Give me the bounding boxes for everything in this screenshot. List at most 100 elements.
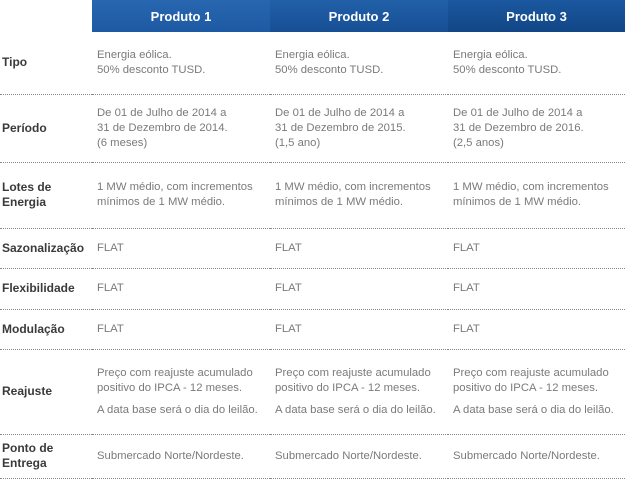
text-line: 50% desconto TUSD. — [453, 63, 562, 76]
text-line: Energia eólica. — [275, 48, 350, 61]
text-line: 1 MW médio, com incrementos — [275, 181, 431, 193]
column-header: Produto 3 — [448, 0, 625, 32]
paragraph: FLAT — [453, 322, 625, 337]
text-line: Ponto de — [2, 441, 54, 455]
table-row: Lotes de Energia 1 MW médio, com increment… — [0, 162, 625, 229]
cell: 1 MW médio, com incrementos mínimos de 1 … — [448, 162, 625, 229]
text-line: FLAT — [453, 282, 480, 294]
text-line: 31 de Dezembro de 2014. — [97, 121, 228, 134]
cell: De 01 de Julho de 2014 a 31 de Dezembro d… — [448, 94, 625, 163]
cell: Energia eólica. 50% desconto TUSD. — [448, 32, 625, 95]
paragraph: FLAT — [97, 281, 270, 296]
text-line: Preço com reajuste acumulado — [453, 366, 609, 379]
text-line: Submercado Norte/Nordeste. — [97, 449, 244, 462]
paragraph: Preço com reajuste acumulado positivo do … — [275, 366, 448, 396]
cell: FLAT — [448, 268, 625, 310]
paragraph: Submercado Norte/Nordeste. — [453, 449, 625, 464]
cell: FLAT — [270, 309, 448, 350]
cell: Submercado Norte/Nordeste. — [270, 434, 448, 479]
table-row: Modulação FLAT FLAT FLAT — [0, 309, 625, 350]
cell: FLAT — [270, 228, 448, 269]
paragraph: FLAT — [275, 241, 448, 256]
text-line: FLAT — [97, 322, 124, 335]
paragraph: Submercado Norte/Nordeste. — [97, 449, 270, 464]
text-line: FLAT — [275, 322, 302, 335]
cell: FLAT — [92, 309, 270, 350]
table-row: Reajuste Preço com reajuste acumulado posi… — [0, 349, 625, 435]
paragraph: De 01 de Julho de 2014 a 31 de Dezembro d… — [453, 106, 625, 151]
paragraph: Submercado Norte/Nordeste. — [275, 449, 448, 464]
text-line: positivo do IPCA - 12 meses. — [453, 381, 599, 394]
row-label: Período — [0, 94, 92, 163]
paragraph: Energia eólica. 50% desconto TUSD. — [97, 48, 270, 78]
cell: Submercado Norte/Nordeste. — [448, 434, 625, 479]
paragraph: A data base será o dia do leilão. — [453, 403, 625, 418]
text-line: Energia — [2, 195, 47, 209]
paragraph: 1 MW médio, com incrementos mínimos de 1 … — [453, 180, 625, 210]
cell: Energia eólica. 50% desconto TUSD. — [92, 32, 270, 95]
paragraph: A data base será o dia do leilão. — [275, 403, 448, 418]
paragraph: FLAT — [97, 322, 270, 337]
header-blank — [0, 0, 92, 32]
table-body: Tipo Energia eólica. 50% desconto TUSD. Ene… — [0, 32, 625, 479]
text-line: Período — [2, 120, 47, 135]
text-line: A data base será o dia do leilão. — [275, 403, 436, 416]
text-line: 50% desconto TUSD. — [275, 63, 384, 76]
paragraph: De 01 de Julho de 2014 a 31 de Dezembro d… — [97, 106, 270, 151]
cell: Preço com reajuste acumulado positivo do … — [448, 349, 625, 435]
cell: FLAT — [448, 309, 625, 350]
text-line: FLAT — [453, 241, 480, 254]
row-label: Ponto de Entrega — [0, 434, 92, 479]
text-line: FLAT — [275, 241, 302, 254]
text-line: Reajuste — [2, 384, 53, 398]
row-label: Modulação — [0, 309, 92, 350]
paragraph: FLAT — [453, 281, 625, 296]
text-line: positivo do IPCA - 12 meses. — [275, 381, 421, 394]
text-line: 31 de Dezembro de 2016. — [453, 121, 584, 134]
cell: Preço com reajuste acumulado positivo do … — [270, 349, 448, 435]
text-line: 1 MW médio, com incrementos — [97, 181, 253, 193]
text-line: Tipo — [2, 55, 28, 70]
paragraph: Preço com reajuste acumulado positivo do … — [97, 366, 270, 396]
text-line: FLAT — [275, 282, 302, 294]
cell: FLAT — [92, 268, 270, 310]
text-line: FLAT — [97, 241, 124, 254]
text-line: mínimos de 1 MW médio. — [97, 196, 226, 208]
text-line: A data base será o dia do leilão. — [453, 403, 614, 416]
text-line: Lotes de — [2, 180, 52, 194]
paragraph: FLAT — [275, 281, 448, 296]
text-line: Energia eólica. — [453, 48, 528, 61]
paragraph: A data base será o dia do leilão. — [97, 403, 270, 418]
cell: De 01 de Julho de 2014 a 31 de Dezembro d… — [92, 94, 270, 163]
text-line: (2,5 anos) — [453, 136, 504, 149]
table-row: Período De 01 de Julho de 2014 a 31 de Dez… — [0, 94, 625, 163]
cell: Preço com reajuste acumulado positivo do … — [92, 349, 270, 435]
text-line: De 01 de Julho de 2014 a — [275, 106, 405, 119]
text-line: mínimos de 1 MW médio. — [275, 196, 404, 208]
text-line: De 01 de Julho de 2014 a — [97, 106, 227, 119]
text-line: FLAT — [453, 322, 480, 335]
row-label: Lotes de Energia — [0, 162, 92, 229]
text-line: Submercado Norte/Nordeste. — [275, 449, 422, 462]
cell: Energia eólica. 50% desconto TUSD. — [270, 32, 448, 95]
cell: 1 MW médio, com incrementos mínimos de 1 … — [270, 162, 448, 229]
text-line: Preço com reajuste acumulado — [97, 366, 253, 379]
table-row: Tipo Energia eólica. 50% desconto TUSD. Ene… — [0, 32, 625, 95]
text-line: 50% desconto TUSD. — [97, 63, 206, 76]
cell: FLAT — [92, 228, 270, 269]
paragraph: FLAT — [453, 241, 625, 256]
table-row: Flexibilidade FLAT FLAT FLAT — [0, 268, 625, 310]
table-row: Ponto de Entrega Submercado Norte/Nordeste… — [0, 434, 625, 479]
text-line: 1 MW médio, com incrementos — [453, 181, 609, 193]
text-line: Energia eólica. — [97, 48, 172, 61]
paragraph: De 01 de Julho de 2014 a 31 de Dezembro d… — [275, 106, 448, 151]
text-line: Flexibilidade — [2, 281, 75, 295]
text-line: (1,5 ano) — [275, 136, 321, 149]
text-line: 31 de Dezembro de 2015. — [275, 121, 406, 134]
column-header: Produto 2 — [270, 0, 448, 32]
row-label: Sazonalização — [0, 228, 92, 269]
text-line: mínimos de 1 MW médio. — [453, 196, 582, 208]
paragraph: FLAT — [97, 241, 270, 256]
cell: De 01 de Julho de 2014 a 31 de Dezembro d… — [270, 94, 448, 163]
